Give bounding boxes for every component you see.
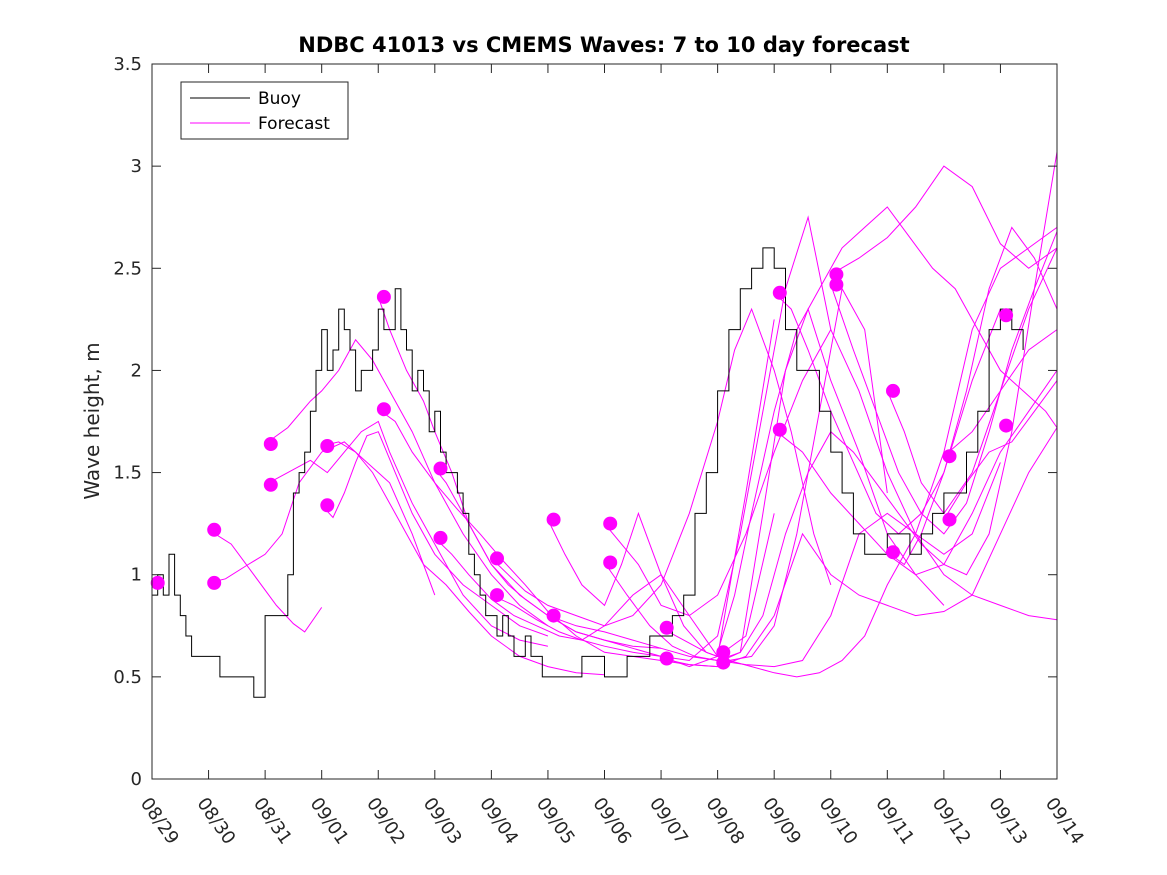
y-axis-label: Wave height, m [80, 342, 104, 499]
forecast-start-marker [490, 588, 504, 603]
forecast-line [604, 328, 1001, 617]
forecast-line [378, 408, 718, 668]
forecast-start-marker [263, 437, 278, 451]
series-layer [150, 151, 1058, 698]
forecast-start-marker [886, 383, 900, 398]
forecast-start-marker [603, 555, 618, 570]
forecast-line [208, 441, 436, 596]
forecast-line [321, 441, 605, 676]
forecast-start-marker [490, 551, 504, 566]
forecast-line [264, 338, 549, 627]
forecast-line [830, 165, 1058, 275]
forecast-start-marker [150, 575, 165, 590]
forecast-line [717, 206, 1058, 653]
forecast-line [208, 529, 323, 633]
forecast-start-marker [376, 402, 391, 417]
y-tick-label: 1 [131, 565, 142, 586]
forecast-start-marker [207, 575, 222, 590]
forecast-line [321, 431, 549, 637]
forecast-line [943, 329, 1058, 457]
y-tick-label: 2 [131, 360, 142, 381]
forecast-start-marker [546, 512, 561, 527]
y-tick-label: 0.5 [113, 667, 142, 688]
forecast-start-marker [772, 285, 787, 300]
forecast-line [773, 370, 1058, 576]
forecast-start-marker [772, 422, 787, 437]
forecast-start-marker [999, 418, 1014, 433]
plot-area [150, 63, 1058, 780]
forecast-start-marker [942, 449, 957, 464]
forecast-line [887, 308, 1001, 566]
forecast-line [547, 307, 945, 662]
forecast-start-marker [659, 620, 674, 635]
y-tick-label: 3.5 [113, 54, 142, 75]
forecast-start-marker [546, 608, 561, 623]
legend: Buoy Forecast [180, 81, 349, 140]
forecast-start-marker [829, 277, 844, 292]
y-tick-label: 1.5 [113, 463, 142, 484]
forecast-start-marker [716, 655, 731, 670]
y-tick-label: 3 [131, 156, 142, 177]
forecast-start-marker [659, 651, 674, 666]
forecast-start-marker [376, 289, 391, 304]
forecast-line [604, 512, 1058, 668]
forecast-line [773, 226, 1058, 535]
chart-title: NDBC 41013 vs CMEMS Waves: 7 to 10 day f… [298, 33, 909, 57]
forecast-start-marker [207, 522, 222, 537]
forecast-start-marker [320, 498, 335, 513]
y-tick-label: 2.5 [113, 258, 142, 279]
forecast-line [434, 319, 775, 668]
y-tick-label: 0 [131, 769, 142, 790]
forecast-line [943, 380, 1058, 520]
forecast-start-marker [942, 512, 957, 527]
forecast-start-marker [263, 477, 278, 492]
forecast-start-marker [433, 530, 448, 545]
forecast-line [264, 420, 549, 647]
forecast-line [491, 307, 832, 627]
forecast-start-marker [433, 461, 448, 476]
legend-buoy-label: Buoy [258, 89, 301, 109]
legend-box [180, 81, 349, 140]
buoy-line [152, 247, 1024, 698]
forecast-start-marker [999, 308, 1014, 323]
forecast-start-marker [320, 439, 335, 453]
forecast-start-marker [886, 545, 900, 560]
forecast-start-marker [603, 516, 618, 531]
forecast-line [717, 151, 1058, 664]
legend-forecast-label: Forecast [258, 114, 330, 134]
